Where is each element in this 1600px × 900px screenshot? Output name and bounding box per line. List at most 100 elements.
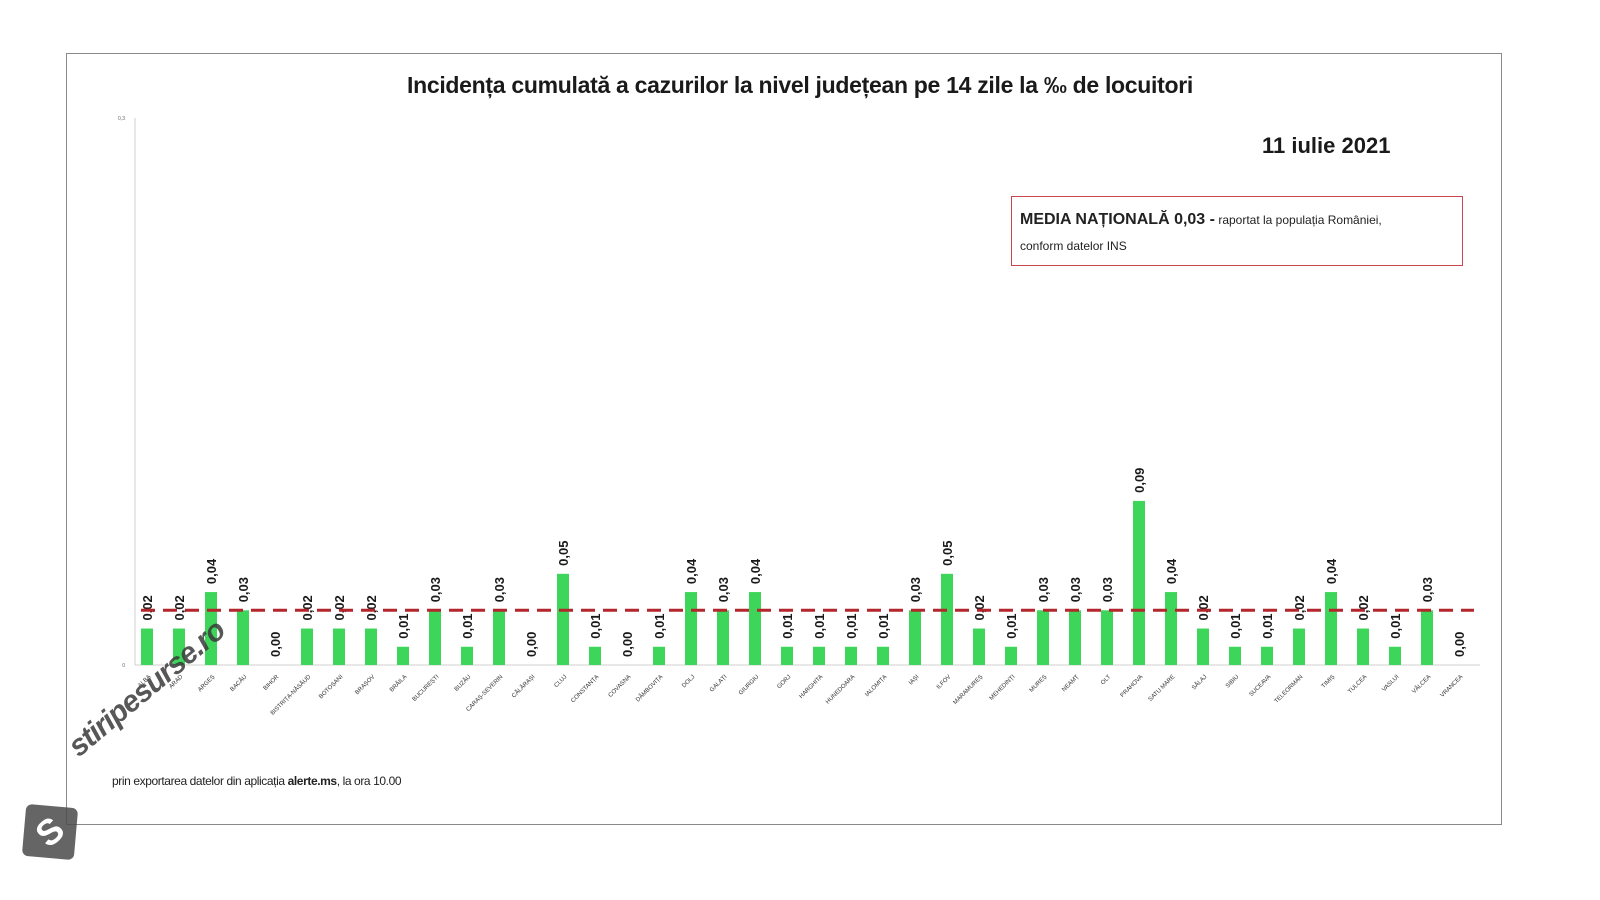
bar [749,592,761,665]
category-label: BOTOȘANI [318,674,344,700]
data-label: 0,03 [236,577,251,602]
data-label: 0,01 [652,613,667,638]
data-label: 0,09 [1132,468,1147,493]
data-label: 0,03 [908,577,923,602]
data-label: 0,03 [1068,577,1083,602]
data-label: 0,02 [1292,595,1307,620]
bar [877,646,889,665]
category-label: PRAHOVA [1120,674,1145,699]
data-label: 0,04 [204,558,219,584]
bar [301,628,313,665]
category-label: BACĂU [229,673,249,693]
category-label: HUNEDOARA [825,674,856,705]
bar [589,646,601,665]
bar [941,573,953,665]
data-label: 0,04 [1164,558,1179,584]
footnote-suffix: , la ora 10.00 [336,774,402,788]
category-label: SATU MARE [1148,674,1177,703]
category-label: SĂLAJ [1190,673,1208,691]
bar [973,628,985,665]
category-label: IAȘI [908,674,920,686]
data-label: 0,02 [972,595,987,620]
data-label: 0,01 [1004,613,1019,638]
category-label: ILFOV [936,674,953,691]
data-label: 0,05 [940,541,955,566]
data-label: 0,02 [172,595,187,620]
data-label: 0,02 [1356,595,1371,620]
bar [845,646,857,665]
category-label: TELEORMAN [1274,674,1305,705]
bar [1261,646,1273,665]
bar [333,628,345,665]
bar [397,646,409,665]
category-label: HARGHITA [799,674,825,700]
category-label: GALAȚI [709,674,729,694]
category-label: VÂLCEA [1411,673,1433,695]
bar [1165,592,1177,665]
bar [429,610,441,665]
national-average-source: conform datelor INS [1020,239,1127,253]
category-label: CARAȘ-SEVERIN [466,674,505,713]
footnote-prefix: prin exportarea datelor din aplicația [112,774,288,788]
category-label: ARGEȘ [197,674,216,693]
data-label: 0,03 [428,577,443,602]
bar [1357,628,1369,665]
bar [909,610,921,665]
bar [717,610,729,665]
category-label: BRAȘOV [354,674,376,696]
national-average-label: MEDIA NAȚIONALĂ 0,03 - [1020,211,1215,228]
national-average-note: raportat la populația României, [1214,213,1382,227]
data-label: 0,03 [1100,577,1115,602]
data-label: 0,03 [716,577,731,602]
bar [1069,610,1081,665]
data-label: 0,01 [460,613,475,638]
category-label: NEAMȚ [1061,674,1080,693]
bar [1325,592,1337,665]
footnote-app: alerte.ms [287,774,338,788]
y-tick-label: 0 [122,663,125,669]
category-label: BRĂILA [388,673,408,693]
data-label: 0,01 [588,613,603,638]
data-label: 0,04 [1324,558,1339,584]
data-label: 0,00 [524,632,539,657]
data-label: 0,03 [492,577,507,602]
bar [173,628,185,665]
category-label: BIHOR [263,674,281,692]
category-label: TIMIȘ [1321,674,1337,690]
bar [813,646,825,665]
data-label: 0,01 [1388,613,1403,638]
bar [1101,610,1113,665]
bar [557,573,569,665]
data-label: 0,01 [812,613,827,638]
bar [1197,628,1209,665]
category-label: VRANCEA [1440,674,1465,699]
category-label: COVASNA [608,674,633,699]
chart-date: 11 iulie 2021 [1262,133,1391,158]
bar [1421,610,1433,665]
category-label: GIURGIU [738,674,760,696]
bar [1133,500,1145,665]
data-label: 0,01 [876,613,891,638]
category-label: DOLJ [681,674,696,689]
category-label: BUZĂU [453,673,472,692]
bar [461,646,473,665]
category-label: SIBIU [1225,674,1240,689]
bar [237,610,249,665]
data-label: 0,04 [748,558,763,584]
bar [141,628,153,665]
data-label: 0,03 [1036,577,1051,602]
data-label: 0,02 [300,595,315,620]
category-label: CONSTANȚA [570,674,600,704]
data-label: 0,05 [556,541,571,566]
footnote: prin exportarea datelor din aplicația al… [112,774,402,788]
data-label: 0,01 [844,613,859,638]
data-label: 0,01 [1260,613,1275,638]
category-label: BUCUREȘTI [412,674,441,703]
category-label: MARAMUREȘ [953,674,985,706]
bar [1005,646,1017,665]
bar [1389,646,1401,665]
bar [685,592,697,665]
national-average-box: MEDIA NAȚIONALĂ 0,03 - raportat la popul… [1011,196,1463,266]
bar [781,646,793,665]
